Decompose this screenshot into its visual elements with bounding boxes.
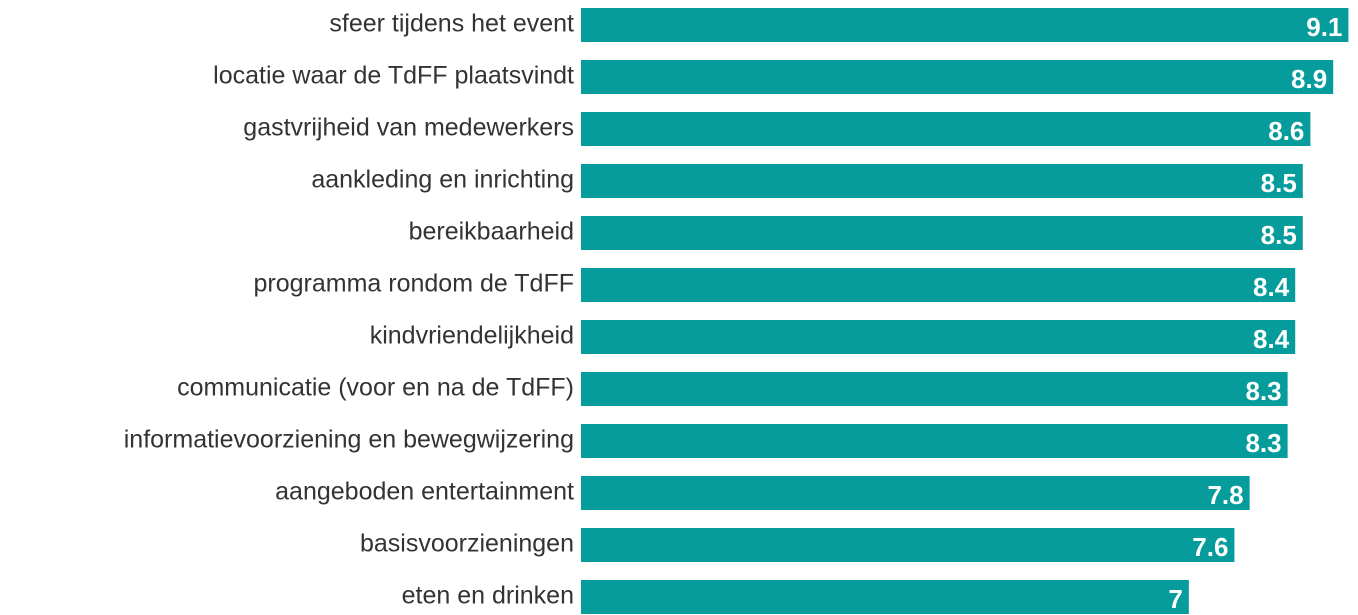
bar [581,424,1288,458]
value-label: 8.9 [1291,64,1327,94]
category-label: basisvoorzieningen [360,530,574,558]
value-label: 7.6 [1192,532,1228,562]
bar [581,476,1250,510]
value-label: 8.3 [1245,428,1281,458]
bar [581,372,1288,406]
bar [581,112,1311,146]
bar [581,528,1235,562]
bar [581,320,1296,354]
bar [581,580,1189,614]
bar [581,216,1303,250]
category-label: aangeboden entertainment [275,478,574,506]
category-label: kindvriendelijkheid [370,322,574,350]
category-label: locatie waar de TdFF plaatsvindt [213,62,574,90]
category-label: eten en drinken [402,582,574,610]
bar [581,60,1334,94]
category-label: communicatie (voor en na de TdFF) [177,374,574,402]
value-label: 7 [1168,584,1182,614]
bar [581,164,1303,198]
category-label: gastvrijheid van medewerkers [243,114,574,142]
value-label: 8.4 [1253,272,1290,302]
category-label: sfeer tijdens het event [329,10,574,38]
value-label: 8.5 [1261,220,1297,250]
value-label: 8.5 [1261,168,1297,198]
bar [581,8,1349,42]
category-label: bereikbaarheid [409,218,574,246]
category-label: aankleding en inrichting [311,166,574,194]
category-label: programma rondom de TdFF [254,270,575,298]
value-label: 8.3 [1245,376,1281,406]
category-label: informatievoorziening en bewegwijzering [124,426,574,454]
value-label: 8.4 [1253,324,1290,354]
value-label: 8.6 [1268,116,1304,146]
bar [581,268,1296,302]
value-label: 7.8 [1207,480,1243,510]
value-label: 9.1 [1306,12,1342,42]
